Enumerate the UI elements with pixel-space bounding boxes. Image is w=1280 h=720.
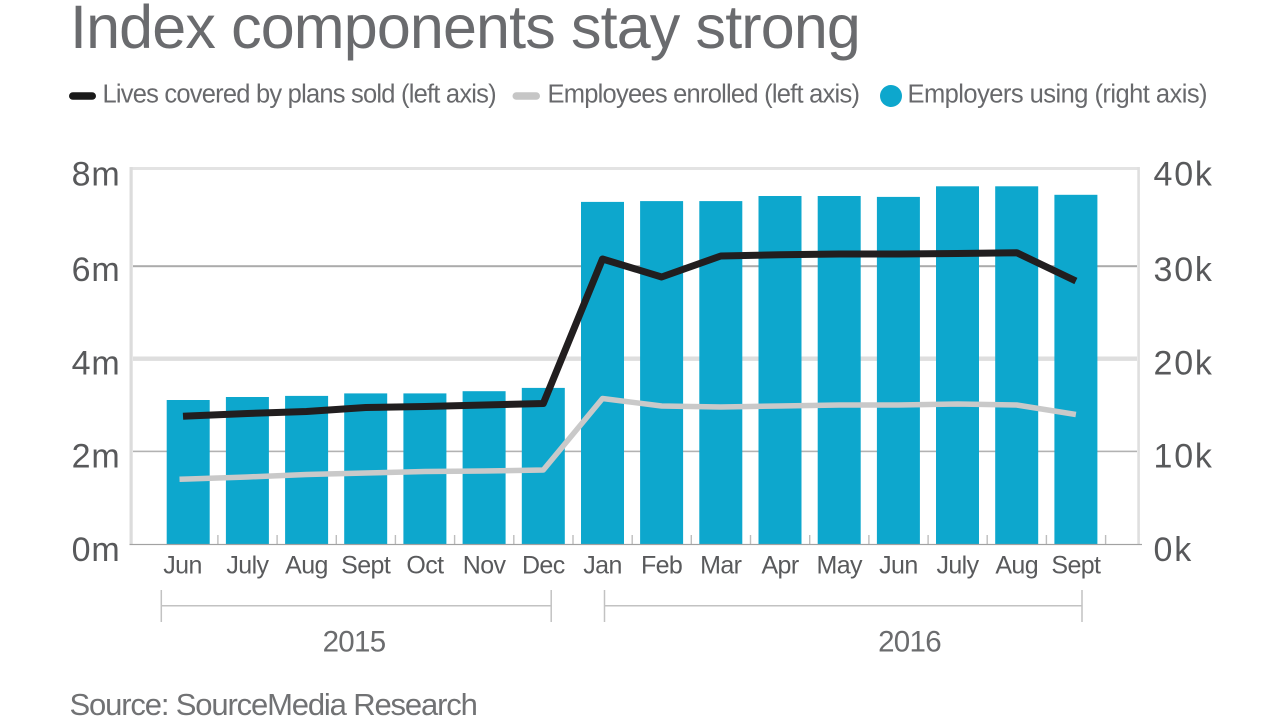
svg-text:6m: 6m xyxy=(72,251,121,289)
svg-text:10k: 10k xyxy=(1154,438,1214,476)
svg-text:Aug: Aug xyxy=(285,552,328,580)
svg-text:8m: 8m xyxy=(72,156,121,194)
svg-text:Source: SourceMedia Research: Source: SourceMedia Research xyxy=(70,687,477,720)
svg-text:May: May xyxy=(816,552,863,580)
svg-text:2015: 2015 xyxy=(323,626,386,659)
svg-text:4m: 4m xyxy=(72,345,121,383)
svg-text:Dec: Dec xyxy=(522,552,565,580)
svg-text:Mar: Mar xyxy=(700,552,742,580)
svg-text:Jun: Jun xyxy=(879,552,918,580)
svg-text:30k: 30k xyxy=(1154,251,1214,289)
svg-text:2m: 2m xyxy=(72,438,121,476)
svg-text:0k: 0k xyxy=(1154,531,1194,569)
svg-text:Aug: Aug xyxy=(995,552,1038,580)
svg-text:2016: 2016 xyxy=(878,626,941,659)
svg-text:July: July xyxy=(936,552,979,580)
svg-text:Apr: Apr xyxy=(761,552,798,580)
svg-text:Lives covered by plans sold (l: Lives covered by plans sold (left axis) xyxy=(103,81,496,109)
svg-text:Jun: Jun xyxy=(163,552,202,580)
svg-text:40k: 40k xyxy=(1154,156,1214,194)
svg-text:Jan: Jan xyxy=(583,552,622,580)
svg-text:20k: 20k xyxy=(1154,345,1214,383)
svg-text:Sept: Sept xyxy=(1051,552,1101,580)
svg-text:Oct: Oct xyxy=(406,552,444,580)
svg-text:Index components stay strong: Index components stay strong xyxy=(70,0,860,61)
svg-text:Sept: Sept xyxy=(341,552,391,580)
svg-text:Employees enrolled (left axis): Employees enrolled (left axis) xyxy=(548,81,860,109)
svg-text:July: July xyxy=(226,552,269,580)
svg-text:Feb: Feb xyxy=(641,552,682,580)
svg-text:Employers using (right axis): Employers using (right axis) xyxy=(908,81,1207,109)
svg-text:Nov: Nov xyxy=(463,552,507,580)
svg-text:0m: 0m xyxy=(72,531,121,569)
